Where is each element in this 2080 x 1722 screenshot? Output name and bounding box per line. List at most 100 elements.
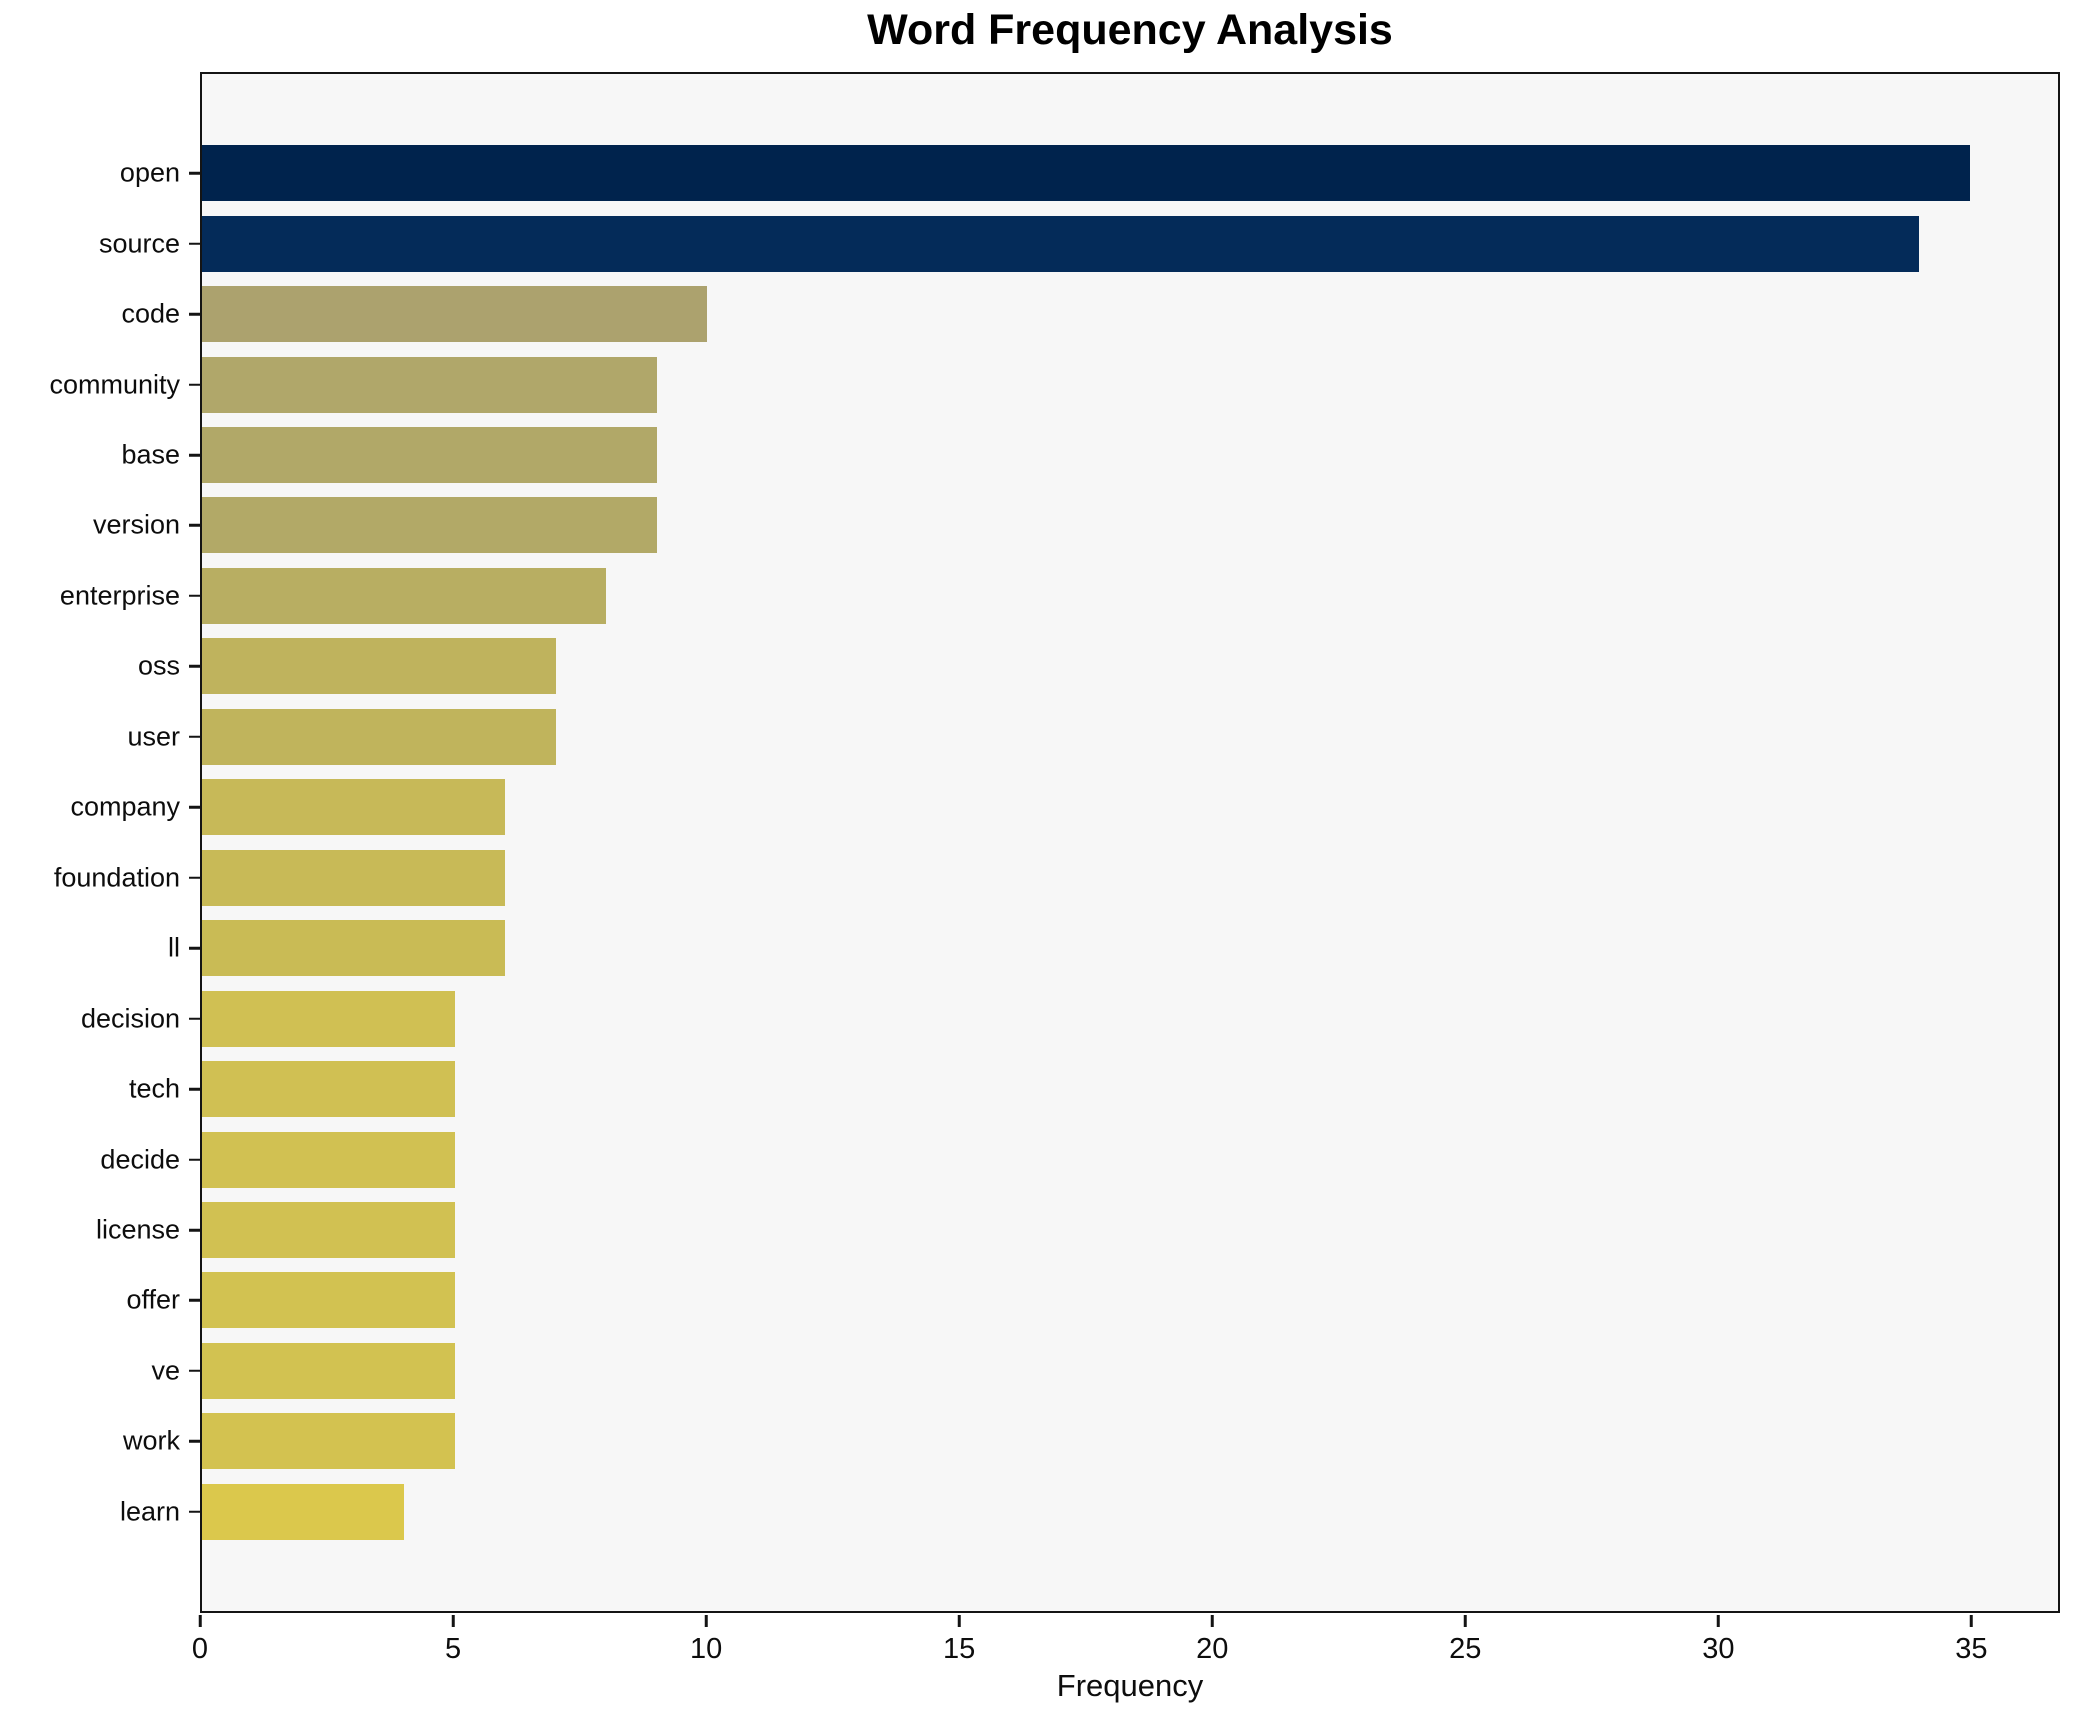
bar-row: code <box>121 279 2058 349</box>
bar <box>202 356 657 413</box>
bar <box>202 1202 455 1259</box>
y-tick <box>188 1299 200 1302</box>
y-tick-label: version <box>92 509 180 540</box>
bar <box>202 1413 455 1470</box>
x-tick-label: 5 <box>444 1633 462 1665</box>
x-tick <box>1717 1614 1720 1627</box>
x-tick-label: 10 <box>689 1633 723 1665</box>
bar-row: work <box>123 1406 2058 1476</box>
y-tick-label: decide <box>100 1144 180 1175</box>
y-tick-label: decision <box>80 1003 180 1034</box>
bar <box>202 1483 404 1540</box>
y-tick-label: learn <box>119 1496 180 1527</box>
bar <box>202 779 506 836</box>
y-tick <box>188 242 200 245</box>
y-tick-label: enterprise <box>59 580 180 611</box>
bar <box>202 1342 455 1399</box>
y-tick <box>188 1017 200 1020</box>
plot-area: open source code community base version enterp… <box>49 72 2060 1613</box>
x-tick <box>704 1614 708 1627</box>
y-tick <box>188 1158 200 1161</box>
bar-row: community <box>49 349 2058 419</box>
x-tick-label: 15 <box>943 1633 976 1665</box>
y-tick-label: community <box>49 369 180 400</box>
y-tick <box>188 876 200 879</box>
y-tick <box>188 312 200 316</box>
bar <box>202 497 657 554</box>
bar-row: base <box>121 420 2058 490</box>
y-tick <box>188 806 200 809</box>
x-tick <box>1464 1614 1467 1627</box>
y-tick <box>188 946 200 950</box>
y-tick-label: open <box>119 157 180 188</box>
x-tick-label: 30 <box>1702 1633 1735 1665</box>
bar-row: oss <box>138 631 2058 701</box>
bar <box>202 427 657 484</box>
x-axis: 0 5 10 15 20 25 30 35 <box>192 1613 2060 1673</box>
bar-row: version <box>93 490 2058 560</box>
y-tick <box>188 665 200 668</box>
x-tick <box>1970 1614 1973 1627</box>
bar-row: ll <box>168 913 2058 983</box>
bar <box>202 286 708 343</box>
bar-row: decide <box>100 1124 2058 1194</box>
y-tick <box>188 524 200 527</box>
y-tick-label: license <box>95 1214 180 1245</box>
y-tick <box>188 1087 200 1091</box>
bar-row: ve <box>151 1336 2058 1406</box>
bar-row: offer <box>126 1265 2058 1335</box>
bar <box>202 990 455 1047</box>
x-tick <box>198 1614 202 1627</box>
bar <box>202 638 556 695</box>
y-tick <box>188 1440 200 1443</box>
y-tick-label: offer <box>126 1284 180 1315</box>
y-tick <box>188 453 200 457</box>
x-tick-label: 25 <box>1449 1633 1482 1665</box>
y-tick-label: foundation <box>53 862 180 893</box>
x-tick <box>451 1614 455 1627</box>
bar-row: license <box>96 1195 2058 1265</box>
y-tick <box>188 594 200 598</box>
bar <box>202 567 607 624</box>
y-tick-label: work <box>122 1425 180 1456</box>
bar-row: enterprise <box>60 561 2058 631</box>
bar-row: foundation <box>54 843 2058 913</box>
x-tick-label: 20 <box>1196 1633 1229 1665</box>
x-tick-label: 35 <box>1955 1633 1988 1665</box>
y-tick-label: user <box>127 721 180 752</box>
bar <box>202 708 556 765</box>
y-tick-label: code <box>121 298 180 329</box>
y-tick-label: source <box>98 228 180 259</box>
bar <box>202 1272 455 1329</box>
y-tick-label: ve <box>151 1355 180 1386</box>
bar <box>202 1061 455 1118</box>
y-tick <box>188 1369 200 1373</box>
bar-row: user <box>127 702 2058 772</box>
y-tick <box>188 735 200 739</box>
bar-row: learn <box>120 1477 2058 1547</box>
y-tick <box>188 383 200 386</box>
x-tick-label: 0 <box>191 1633 209 1665</box>
y-tick <box>188 1228 200 1232</box>
x-tick <box>1210 1614 1214 1627</box>
bar-row: tech <box>129 1054 2058 1124</box>
y-tick <box>188 1510 200 1514</box>
y-tick-label: base <box>121 439 180 470</box>
bar <box>202 849 506 906</box>
x-tick <box>957 1614 961 1627</box>
y-tick-label: ll <box>168 932 180 963</box>
bar <box>202 920 506 977</box>
bar <box>202 215 1920 272</box>
bars-layer: open source code community base version enterp… <box>49 74 2058 1611</box>
y-tick-label: oss <box>137 650 180 681</box>
bar <box>202 1131 455 1188</box>
bar-row: source <box>99 208 2058 278</box>
x-axis-label: Frequency <box>1056 1668 1204 1703</box>
bar-row: decision <box>81 983 2058 1053</box>
y-tick-label: company <box>70 791 180 822</box>
bar-row: open <box>120 138 2058 208</box>
y-tick-label: tech <box>128 1073 180 1104</box>
bar-row: company <box>70 772 2058 842</box>
bar <box>202 145 1970 202</box>
